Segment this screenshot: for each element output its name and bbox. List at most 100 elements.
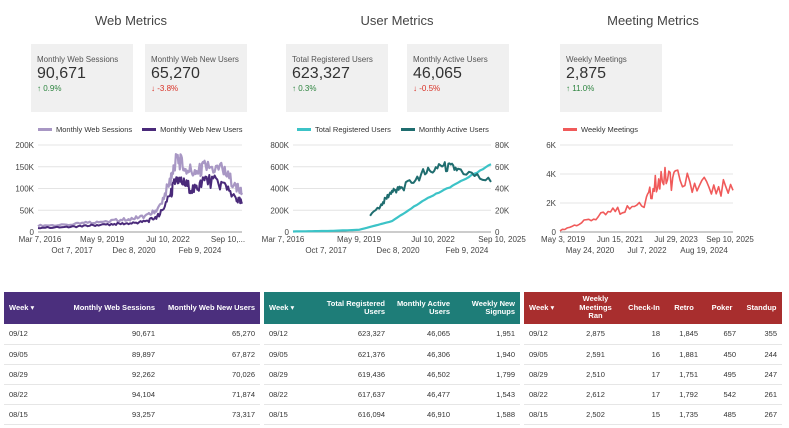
table-cell: 621,376: [320, 344, 390, 365]
web-metrics-chart[interactable]: 0 50K 100K 150K 200K Mar 7, 2016 May 9, 2019 Ju…: [0, 136, 262, 266]
scorecard-label: Weekly Meetings: [566, 55, 627, 64]
column-header[interactable]: Monthly Web Sessions: [64, 292, 160, 324]
legend-item[interactable]: Monthly Web New Users: [142, 125, 243, 134]
table-cell: 1,735: [665, 404, 703, 425]
column-header[interactable]: Monthly Web New Users: [160, 292, 260, 324]
table-row[interactable]: 09/05 2,591 16 1,881 450 244: [524, 344, 782, 365]
table-header-row: Week ▾ Total Registered Users Monthly Acti…: [264, 292, 520, 324]
column-header[interactable]: Check-In: [623, 292, 665, 324]
meeting-chart-legend: Weekly Meetings: [563, 125, 648, 134]
table-row[interactable]: 09/05 89,897 67,872: [4, 344, 260, 365]
column-header[interactable]: Poker: [703, 292, 741, 324]
scorecard-web-sessions[interactable]: Monthly Web Sessions 90,671 ↑ 0.9%: [31, 44, 133, 112]
table-row[interactable]: 08/22 94,104 71,874: [4, 384, 260, 405]
table-cell: 2,875: [568, 324, 623, 345]
table-cell: 46,477: [390, 384, 455, 405]
table-cell: 1,940: [455, 344, 520, 365]
table-cell: 46,502: [390, 364, 455, 385]
legend-item[interactable]: Monthly Web Sessions: [38, 125, 132, 134]
table-cell: 267: [741, 404, 782, 425]
table-cell: 08/22: [4, 384, 64, 405]
legend-item[interactable]: Total Registered Users: [297, 125, 391, 134]
meeting-metrics-chart[interactable]: 0 2K 4K 6K May 3, 2019 Jun 15, 2021 Jul 29, 20…: [528, 136, 789, 266]
table-header-row: Week ▾ Weekly Meetings Ran Check-In Retro Po…: [524, 292, 782, 324]
legend-item[interactable]: Weekly Meetings: [563, 125, 638, 134]
table-row[interactable]: 08/15 93,257 73,317: [4, 404, 260, 425]
table-row[interactable]: 08/22 617,637 46,477 1,543: [264, 384, 520, 405]
week-sort-header[interactable]: Week ▾: [524, 292, 568, 324]
table-cell: 16: [623, 344, 665, 365]
table-row[interactable]: 09/12 623,327 46,065 1,951: [264, 324, 520, 345]
legend-swatch: [297, 128, 311, 131]
x-tick-label: Mar 7, 2016: [19, 235, 62, 244]
y-right-tick-label: 60K: [495, 163, 510, 172]
table-cell: 450: [703, 344, 741, 365]
table-row[interactable]: 08/15 2,502 15 1,735 485 267: [524, 404, 782, 425]
x-tick-label: Jul 10, 2022: [146, 235, 190, 244]
table-cell: 08/29: [4, 364, 64, 385]
y-tick-label: 4K: [546, 170, 556, 179]
y-tick-label: 100K: [15, 185, 34, 194]
table-row[interactable]: 09/05 621,376 46,306 1,940: [264, 344, 520, 365]
column-header[interactable]: Monthly Active Users: [390, 292, 455, 324]
scorecard-monthly-active-users[interactable]: Monthly Active Users 46,065 ↓ -0.5%: [407, 44, 509, 112]
scorecard-weekly-meetings[interactable]: Weekly Meetings 2,875 ↑ 11.0%: [560, 44, 662, 112]
table-cell: 15: [623, 404, 665, 425]
table-cell: 1,792: [665, 384, 703, 405]
table-row[interactable]: 08/22 2,612 17 1,792 542 261: [524, 384, 782, 405]
x-tick-label: Dec 8, 2020: [112, 246, 156, 255]
y-right-tick-label: 0: [495, 228, 500, 237]
legend-item[interactable]: Monthly Active Users: [400, 125, 489, 134]
table-cell: 17: [623, 364, 665, 385]
legend-label: Monthly Web New Users: [160, 125, 243, 134]
scorecard-value: 90,671: [37, 65, 86, 82]
scorecard-change: ↑ 11.0%: [566, 84, 656, 93]
series-line-2: [37, 174, 243, 230]
column-header[interactable]: Total Registered Users: [320, 292, 390, 324]
table-row[interactable]: 08/29 92,262 70,026: [4, 364, 260, 385]
column-header[interactable]: Standup: [741, 292, 782, 324]
table-cell: 2,591: [568, 344, 623, 365]
table-cell: 70,026: [160, 364, 260, 385]
scorecard-total-registered-users[interactable]: Total Registered Users 623,327 ↑ 0.3%: [286, 44, 388, 112]
table-cell: 90,671: [64, 324, 160, 345]
user-metrics-chart[interactable]: 0 200K 400K 600K 800K 0 20K 40K 60K 80K Mar 7, 201…: [262, 136, 528, 266]
arrow-up-icon: ↑: [292, 84, 296, 93]
web-metrics-table: Week ▾ Monthly Web Sessions Monthly Web Ne…: [4, 292, 260, 425]
legend-label: Total Registered Users: [315, 125, 391, 134]
arrow-up-icon: ↑: [37, 84, 41, 93]
x-tick-label: Sep 10,...: [211, 235, 245, 244]
table-cell: 09/12: [264, 324, 320, 345]
x-tick-label: May 24, 2020: [566, 246, 615, 255]
column-header[interactable]: Weekly New Signups: [455, 292, 520, 324]
column-header[interactable]: Weekly Meetings Ran: [568, 292, 623, 324]
table-row[interactable]: 09/12 90,671 65,270: [4, 324, 260, 345]
table-cell: 71,874: [160, 384, 260, 405]
week-sort-header[interactable]: Week ▾: [4, 292, 64, 324]
table-cell: 485: [703, 404, 741, 425]
week-sort-header[interactable]: Week ▾: [264, 292, 320, 324]
table-cell: 89,897: [64, 344, 160, 365]
scorecard-value: 65,270: [151, 65, 200, 82]
legend-swatch: [400, 128, 415, 131]
table-cell: 261: [741, 384, 782, 405]
table-cell: 657: [703, 324, 741, 345]
x-tick-label: Jul 29, 2023: [654, 235, 698, 244]
table-cell: 1,799: [455, 364, 520, 385]
table-row[interactable]: 08/29 619,436 46,502 1,799: [264, 364, 520, 385]
table-row[interactable]: 08/15 616,094 46,910 1,588: [264, 404, 520, 425]
user-chart-legend: Total Registered Users Monthly Active Us…: [297, 125, 499, 134]
table-cell: 65,270: [160, 324, 260, 345]
y-tick-label: 0: [30, 228, 35, 237]
y-right-tick-label: 40K: [495, 185, 510, 194]
table-row[interactable]: 09/12 2,875 18 1,845 657 355: [524, 324, 782, 345]
table-cell: 46,065: [390, 324, 455, 345]
x-tick-label: May 3, 2019: [541, 235, 586, 244]
x-tick-label: Aug 19, 2024: [680, 246, 728, 255]
table-cell: 09/05: [264, 344, 320, 365]
table-row[interactable]: 08/29 2,510 17 1,751 495 247: [524, 364, 782, 385]
column-header[interactable]: Retro: [665, 292, 703, 324]
scorecard-web-new-users[interactable]: Monthly Web New Users 65,270 ↓ -3.8%: [145, 44, 247, 112]
x-tick-label: Mar 7, 2016: [262, 235, 305, 244]
scorecard-value: 46,065: [413, 65, 462, 82]
